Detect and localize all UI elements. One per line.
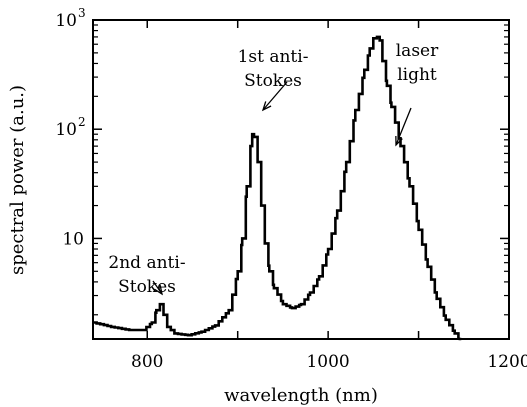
annotation-arrow-head (261, 101, 272, 112)
annotation-label: light (397, 65, 437, 85)
annotation-label: 1st anti- (238, 47, 309, 67)
y-tick-label: 10 (62, 229, 84, 249)
x-axis-title: wavelength (nm) (224, 385, 378, 406)
annotation-arrow-head (154, 285, 163, 296)
annotation-arrow-shaft (262, 81, 288, 111)
annotation-label: laser (396, 41, 439, 61)
annotation-arrow-shaft (152, 280, 163, 295)
x-tick-label: 800 (131, 352, 163, 372)
y-axis-title: spectral power (a.u.) (7, 85, 28, 275)
y-tick-exponent: 2 (78, 115, 86, 129)
y-tick-label: 10 (55, 11, 77, 31)
y-tick-exponent: 3 (78, 6, 86, 20)
y-tick-label: 10 (55, 120, 77, 140)
annotations: 2nd anti- Stokes 1st anti- Stokes laser light (108, 41, 439, 297)
annotation-arrow-shaft (395, 107, 412, 146)
annotation-label: 2nd anti- (108, 253, 185, 273)
x-tick-label: 1000 (306, 352, 349, 372)
annotation-label: Stokes (118, 277, 176, 297)
x-tick-label: 1200 (487, 352, 527, 372)
annotation-label: Stokes (244, 71, 302, 91)
annotation-arrow-head (395, 135, 403, 147)
spectrum-line (93, 35, 462, 341)
plot-frame (92, 19, 510, 340)
